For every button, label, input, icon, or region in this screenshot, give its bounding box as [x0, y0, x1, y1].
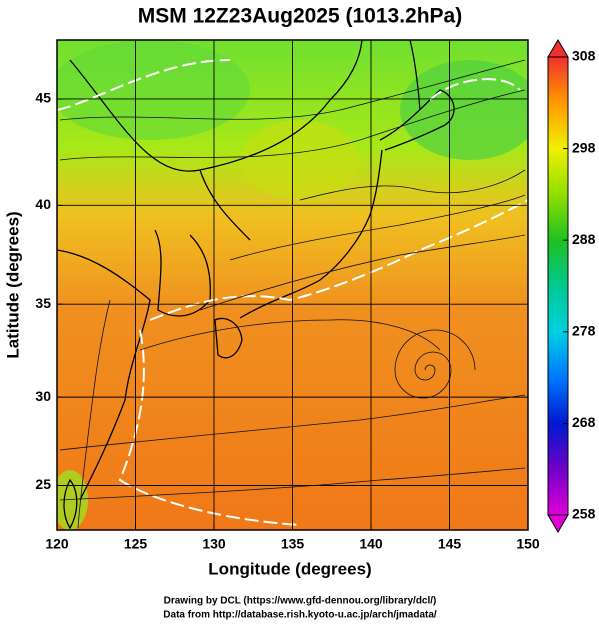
y-tick-label: 45 — [35, 90, 51, 106]
footer-line: Drawing by DCL (https://www.gfd-dennou.o… — [164, 596, 437, 607]
y-tick-label: 25 — [35, 476, 51, 492]
y-axis-label: Latitude (degrees) — [3, 211, 22, 358]
x-tick-label: 150 — [516, 536, 540, 552]
x-tick-label: 135 — [281, 536, 305, 552]
colorbar-tick-label: 288 — [572, 231, 596, 247]
colorbar-tick-label: 268 — [572, 414, 596, 430]
chart-title: MSM 12Z23Aug2025 (1013.2hPa) — [138, 5, 462, 28]
y-tick-label: 30 — [35, 388, 51, 404]
footer-line: Data from http://database.rish.kyoto-u.a… — [163, 610, 437, 621]
y-tick-label: 35 — [35, 295, 51, 311]
colorbar — [547, 56, 569, 516]
x-tick-label: 125 — [124, 536, 148, 552]
colorbar-tick-label: 298 — [572, 139, 596, 155]
x-tick-label: 130 — [202, 536, 226, 552]
x-tick-label: 145 — [438, 536, 462, 552]
colorbar-extend-top — [547, 39, 569, 58]
colorbar-tick-label: 308 — [572, 48, 596, 64]
x-tick-label: 120 — [45, 536, 69, 552]
x-tick-label: 140 — [359, 536, 383, 552]
colorbar-tick-label: 278 — [572, 323, 596, 339]
x-axis-label: Longitude (degrees) — [208, 559, 371, 578]
map-field — [57, 40, 528, 530]
colorbar-extend-bottom — [547, 514, 569, 533]
colorbar-tick-label: 258 — [572, 506, 596, 522]
y-tick-label: 40 — [35, 196, 51, 212]
